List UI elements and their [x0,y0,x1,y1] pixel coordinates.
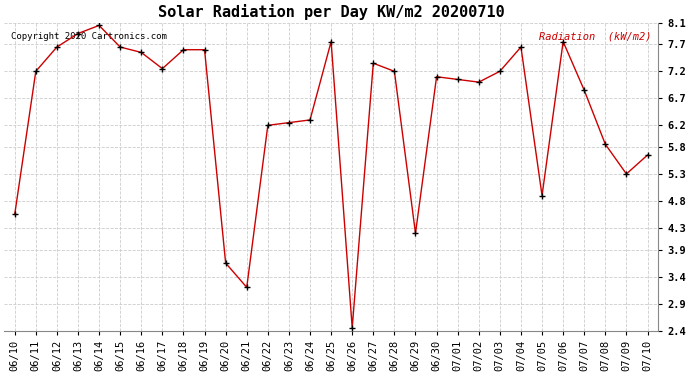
Text: Radiation  (kW/m2): Radiation (kW/m2) [539,32,651,42]
Title: Solar Radiation per Day KW/m2 20200710: Solar Radiation per Day KW/m2 20200710 [158,4,504,20]
Text: Copyright 2020 Cartronics.com: Copyright 2020 Cartronics.com [11,32,166,41]
